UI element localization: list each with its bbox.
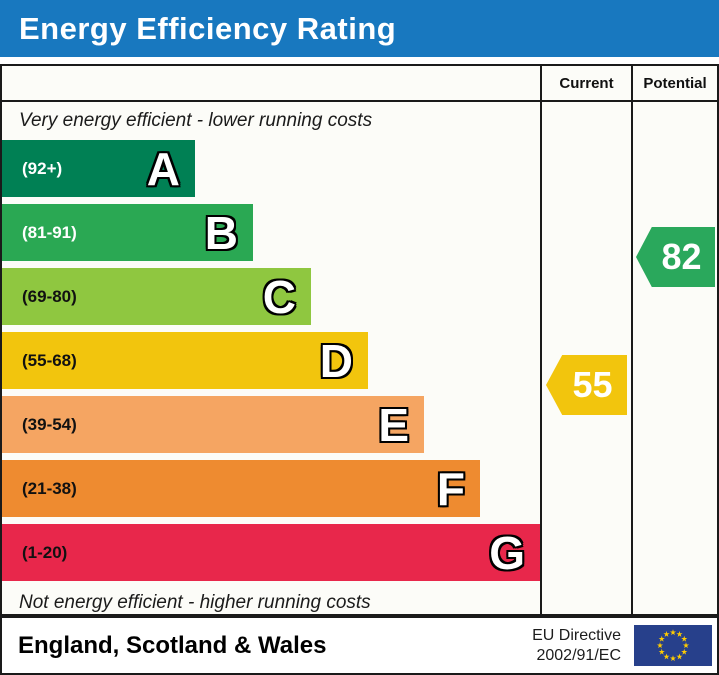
band-letter: D — [319, 334, 353, 387]
bottom-caption: Not energy efficient - higher running co… — [19, 592, 371, 613]
potential-column: Potential 82 — [631, 66, 717, 614]
current-column: Current 55 — [540, 66, 631, 614]
band-letter: F — [436, 462, 465, 515]
current-column-header: Current — [542, 66, 631, 102]
band-G: (1-20) G — [2, 524, 540, 581]
rating-table: Very energy efficient - lower running co… — [0, 64, 719, 616]
band-row-G: (1-20) G — [2, 524, 540, 581]
band-letter: G — [489, 526, 525, 579]
chart-body: Very energy efficient - lower running co… — [2, 102, 540, 618]
region-label: England, Scotland & Wales — [18, 631, 327, 659]
current-column-body: 55 — [542, 102, 631, 618]
chart-column: Very energy efficient - lower running co… — [2, 66, 540, 614]
band-D: (55-68) D — [2, 332, 368, 389]
eu-directive-line2: 2002/91/EC — [536, 646, 621, 664]
band-range-label: (92+) — [22, 159, 63, 178]
band-range-label: (39-54) — [22, 415, 77, 434]
page-title: Energy Efficiency Rating — [19, 10, 397, 46]
chart-column-header — [2, 66, 540, 102]
band-row-A: (92+) A — [2, 140, 540, 197]
band-range-label: (21-38) — [22, 479, 77, 498]
band-row-B: (81-91) B — [2, 204, 540, 261]
potential-rating-marker: 82 — [636, 227, 715, 287]
band-row-C: (69-80) C — [2, 268, 540, 325]
band-letter: E — [378, 398, 409, 451]
band-range-label: (81-91) — [22, 223, 77, 242]
eu-directive-text: EU Directive 2002/91/EC — [532, 626, 621, 666]
band-range-label: (1-20) — [22, 543, 68, 562]
band-row-E: (39-54) E — [2, 396, 540, 453]
band-letter: C — [262, 270, 296, 323]
band-A: (92+) A — [2, 140, 195, 197]
band-F: (21-38) F — [2, 460, 480, 517]
band-letter: B — [204, 206, 238, 259]
footer: England, Scotland & Wales EU Directive 2… — [0, 616, 719, 675]
current-rating-marker: 55 — [546, 355, 627, 415]
potential-column-body: 82 — [633, 102, 717, 618]
title-bar: Energy Efficiency Rating — [0, 0, 719, 57]
band-E: (39-54) E — [2, 396, 424, 453]
band-C: (69-80) C — [2, 268, 311, 325]
bands: (92+) A (81-91) B (69-80) C (55-68) D (39-54) E (2… — [2, 140, 540, 581]
top-caption: Very energy efficient - lower running co… — [19, 110, 373, 131]
eu-directive-line1: EU Directive — [532, 626, 621, 644]
band-row-F: (21-38) F — [2, 460, 540, 517]
eu-flag-icon — [634, 625, 712, 666]
band-row-D: (55-68) D — [2, 332, 540, 389]
potential-column-header: Potential — [633, 66, 717, 102]
band-range-label: (69-80) — [22, 287, 77, 306]
band-range-label: (55-68) — [22, 351, 77, 370]
band-letter: A — [146, 142, 180, 195]
potential-rating-value: 82 — [661, 236, 702, 277]
current-rating-value: 55 — [572, 364, 613, 405]
band-B: (81-91) B — [2, 204, 253, 261]
